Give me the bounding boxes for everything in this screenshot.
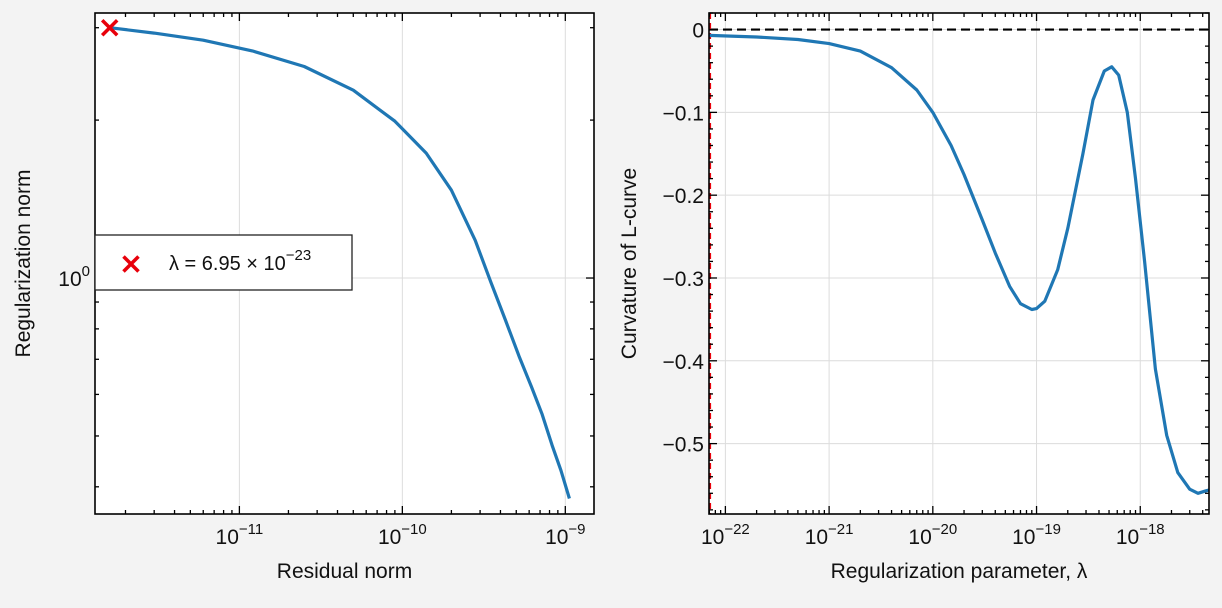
legend-label-exponent: −23 (286, 247, 311, 264)
tick-mantissa: 10 (545, 526, 568, 549)
plot-content (709, 13, 1209, 514)
tick-mantissa: 10 (1012, 526, 1035, 549)
x-tick-label: 10−18 (1116, 521, 1165, 549)
tick-exponent: −20 (932, 521, 957, 538)
y-tick-label: −0.3 (663, 268, 704, 291)
legend: λ = 6.95 × 10−23 (94, 234, 353, 291)
x-tick-label: 10−19 (1012, 521, 1061, 549)
legend-box (94, 234, 353, 291)
optimal-lambda-marker (100, 18, 119, 37)
marker-stroke (100, 18, 119, 37)
x-tick-label: 10−10 (378, 521, 427, 549)
tick-mantissa: 10 (216, 526, 239, 549)
right-plot-area (709, 13, 1209, 514)
tick-exponent: −19 (1035, 521, 1060, 538)
tick-mantissa: 10 (701, 526, 724, 549)
legend-label-prefix: λ = 6.95 × 10 (169, 253, 286, 275)
series-line (709, 33, 1209, 495)
tick-exponent: −21 (828, 521, 853, 538)
tick-exponent: −11 (239, 521, 263, 538)
tick-exponent: −22 (724, 521, 749, 538)
legend-label: λ = 6.95 × 10−23 (169, 247, 311, 275)
tick-exponent: −10 (401, 521, 426, 538)
x-tick-label: 10−11 (216, 521, 264, 549)
x-tick-label: 10−20 (908, 521, 957, 549)
tick-exponent: −18 (1139, 521, 1164, 538)
legend-marker-stroke (122, 255, 140, 273)
y-axis-label: Curvature of L-curve (618, 168, 641, 359)
plot-content (109, 26, 571, 499)
y-tick-label: −0.5 (663, 434, 704, 457)
tick-exponent: 0 (82, 263, 90, 280)
x-tick-label: 10−22 (701, 521, 750, 549)
tick-mantissa: 10 (58, 268, 81, 291)
tick-mantissa: 10 (805, 526, 828, 549)
y-tick-label: −0.4 (663, 351, 705, 374)
x-axis-label: Regularization parameter, λ (831, 560, 1088, 583)
tick-exponent: −9 (568, 521, 585, 538)
legend-marker (122, 255, 140, 273)
y-tick-label: 0 (692, 20, 704, 43)
axes-frame (708, 12, 1210, 515)
x-tick-label: 10−21 (805, 521, 854, 549)
series-line (109, 26, 571, 499)
tick-mantissa: 10 (1116, 526, 1139, 549)
y-tick-label: 100 (58, 263, 90, 291)
y-tick-label: −0.2 (663, 185, 704, 208)
y-tick-label: −0.1 (663, 102, 704, 125)
tick-mantissa: 10 (378, 526, 401, 549)
tick-mantissa: 10 (908, 526, 931, 549)
y-axis-label: Regularization norm (12, 170, 35, 358)
x-axis-label: Residual norm (277, 560, 412, 583)
x-tick-label: 10−9 (545, 521, 585, 549)
